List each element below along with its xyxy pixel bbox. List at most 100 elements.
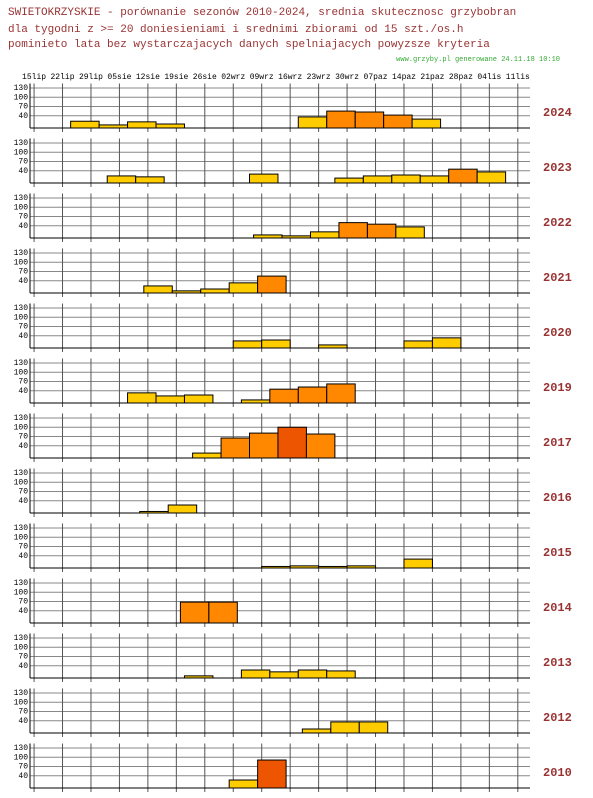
x-tick-label: 07paz (364, 73, 388, 82)
y-tick-label: 70 (18, 213, 28, 222)
bar (200, 288, 230, 294)
bar (297, 669, 328, 679)
y-tick-label: 70 (18, 158, 28, 167)
y-tick-label: 130 (14, 469, 29, 478)
bar (318, 565, 348, 569)
year-label: 2022 (543, 216, 572, 230)
bar (127, 392, 157, 404)
bar (309, 231, 340, 239)
bar (139, 510, 169, 514)
bar (318, 344, 348, 349)
bar (403, 340, 433, 349)
x-tick-label: 04lis (477, 73, 501, 82)
bar (253, 234, 283, 239)
y-tick-label: 40 (18, 277, 28, 286)
x-tick-label: 29lip (79, 73, 103, 82)
bar (183, 675, 214, 679)
year-label: 2019 (543, 381, 572, 395)
y-tick-label: 100 (14, 203, 29, 212)
y-tick-label: 40 (18, 662, 28, 671)
x-tick-label: 11lis (506, 73, 530, 82)
bar (338, 222, 368, 239)
y-tick-label: 40 (18, 717, 28, 726)
bar (155, 395, 185, 404)
y-tick-label: 100 (14, 753, 29, 762)
bar (208, 601, 238, 624)
bar (383, 114, 413, 129)
bar (249, 432, 279, 459)
y-tick-label: 100 (14, 698, 29, 707)
y-tick-label: 100 (14, 148, 29, 157)
bar (70, 120, 100, 129)
bar (135, 176, 165, 184)
year-label: 2021 (543, 271, 572, 285)
bar (431, 337, 462, 349)
y-tick-label: 40 (18, 167, 28, 176)
bar (277, 426, 307, 459)
y-tick-label: 40 (18, 497, 28, 506)
y-tick-label: 70 (18, 323, 28, 332)
bar (297, 116, 328, 129)
y-tick-label: 100 (14, 423, 29, 432)
year-label: 2024 (543, 106, 572, 120)
bar (240, 669, 271, 679)
bar (403, 558, 433, 569)
bar (171, 290, 202, 294)
y-tick-label: 70 (18, 763, 28, 772)
y-tick-label: 130 (14, 139, 29, 148)
x-tick-label: 21paz (420, 73, 444, 82)
y-tick-label: 70 (18, 653, 28, 662)
y-tick-label: 130 (14, 359, 29, 368)
bar (346, 565, 377, 569)
y-tick-label: 40 (18, 332, 28, 341)
bar (326, 110, 356, 129)
bar (220, 437, 251, 459)
bar (192, 452, 222, 459)
bar (419, 175, 450, 184)
y-tick-label: 40 (18, 772, 28, 781)
x-tick-label: 16wrz (278, 73, 302, 82)
y-tick-label: 130 (14, 579, 29, 588)
y-tick-label: 70 (18, 598, 28, 607)
year-label: 2010 (543, 766, 572, 780)
y-tick-label: 70 (18, 268, 28, 277)
bar (249, 173, 279, 184)
y-tick-label: 100 (14, 93, 29, 102)
x-tick-label: 22lip (51, 73, 75, 82)
year-label: 2012 (543, 711, 572, 725)
year-label: 2015 (543, 546, 572, 560)
x-tick-label: 15lip (22, 73, 46, 82)
y-tick-label: 130 (14, 689, 29, 698)
bar (301, 728, 332, 734)
y-tick-label: 100 (14, 258, 29, 267)
y-tick-label: 130 (14, 634, 29, 643)
x-tick-label: 19sie (164, 73, 188, 82)
y-tick-label: 130 (14, 414, 29, 423)
bar (281, 235, 311, 239)
x-tick-label: 12sie (136, 73, 160, 82)
y-tick-label: 100 (14, 368, 29, 377)
y-tick-label: 130 (14, 84, 29, 93)
bar (395, 226, 425, 239)
x-tick-label: 05sie (107, 73, 131, 82)
x-tick-label: 14paz (392, 73, 416, 82)
bar (261, 565, 291, 569)
bar (334, 177, 364, 184)
x-tick-label: 02wrz (221, 73, 245, 82)
title-line: dla tygodni z >= 20 doniesieniami i sred… (8, 24, 463, 36)
bar (127, 121, 157, 129)
y-tick-label: 130 (14, 744, 29, 753)
y-tick-label: 100 (14, 588, 29, 597)
x-tick-label: 23wrz (307, 73, 331, 82)
title-line: pominieto lata bez wystarczajacych danyc… (8, 39, 490, 51)
bar (257, 275, 287, 294)
bar (143, 285, 173, 294)
x-tick-label: 30wrz (335, 73, 359, 82)
y-tick-label: 70 (18, 378, 28, 387)
y-tick-label: 130 (14, 194, 29, 203)
bar (228, 779, 259, 789)
bar (167, 504, 198, 514)
bar (476, 171, 507, 184)
year-label: 2014 (543, 601, 572, 615)
